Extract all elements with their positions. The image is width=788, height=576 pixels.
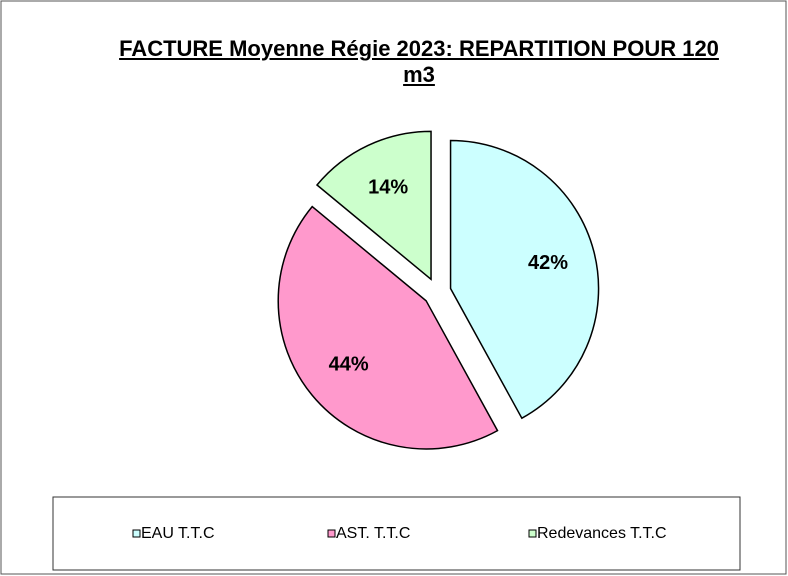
data-label: 44% [329, 353, 369, 375]
data-label: 14% [368, 177, 408, 199]
legend-label: Redevances T.T.C [537, 525, 667, 542]
legend-label: EAU T.T.C [141, 525, 215, 542]
chart-title: FACTURE Moyenne Régie 2023: REPARTITION … [119, 36, 719, 87]
legend-box [52, 496, 741, 571]
legend-swatch [132, 529, 141, 538]
pie-slice [277, 205, 499, 450]
pie-slice [449, 139, 600, 420]
data-label: 42% [528, 252, 568, 274]
legend-label: AST. T.T.C [336, 525, 410, 542]
legend-swatch [327, 529, 336, 538]
pie-slice [315, 130, 432, 281]
legend-swatch [528, 529, 537, 538]
